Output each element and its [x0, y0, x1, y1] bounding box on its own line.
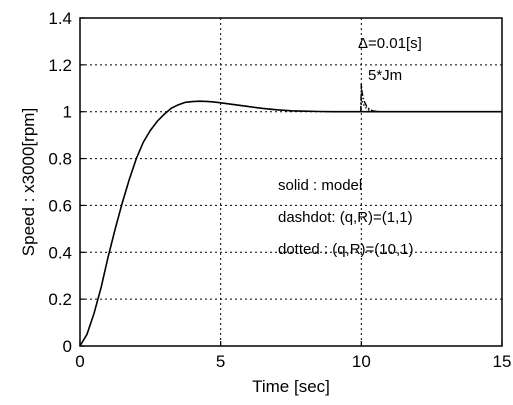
y-tick-label: 0.2 — [48, 290, 72, 309]
plot-frame — [79, 17, 503, 347]
x-tick-label: 5 — [216, 352, 225, 371]
axis-ticks: 0 5 10 15 0 0.2 0.4 0.6 0.8 1 1.2 1.4 — [48, 9, 511, 371]
jm-annotation: 5*Jm — [368, 67, 402, 84]
legend-dotted: dotted : (q,R)=(10,1) — [278, 241, 413, 258]
y-tick-label: 0.6 — [48, 196, 72, 215]
y-tick-label: 1.2 — [48, 56, 72, 75]
series-lines — [79, 83, 502, 347]
x-axis-label: Time [sec] — [252, 377, 330, 396]
grid-lines — [80, 18, 502, 346]
x-tick-label: 15 — [493, 352, 512, 371]
y-tick-label: 0.4 — [48, 243, 72, 262]
y-tick-label: 0 — [63, 337, 72, 356]
legend-dashdot: dashdot: (q,R)=(1,1) — [278, 209, 413, 226]
series-dashdot-line — [360, 83, 384, 113]
y-axis-label: Speed : x3000[rpm] — [19, 108, 38, 256]
x-tick-label: 10 — [352, 352, 371, 371]
y-tick-label: 1 — [63, 103, 72, 122]
annotations: Δ=0.01[s] 5*Jm solid : model dashdot: (q,R)… — [278, 35, 422, 258]
series-solid-line — [79, 100, 502, 347]
y-tick-label: 1.4 — [48, 9, 72, 28]
delta-annotation: Δ=0.01[s] — [358, 35, 422, 52]
x-tick-label: 0 — [75, 352, 84, 371]
series-dotted-line — [360, 97, 382, 113]
y-tick-label: 0.8 — [48, 150, 72, 169]
legend-solid: solid : model — [278, 177, 362, 194]
